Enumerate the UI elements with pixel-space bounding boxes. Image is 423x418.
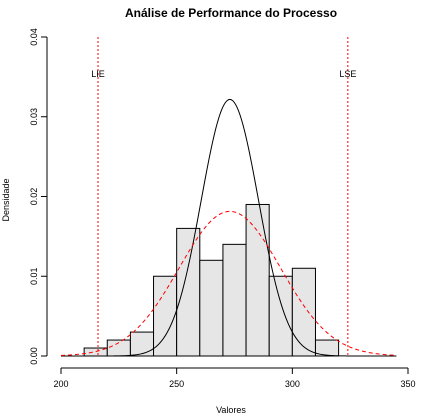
histogram-bars <box>83 203 340 357</box>
y-tick-label: 0.01 <box>29 267 39 285</box>
spec-limits: LIE LSE <box>91 37 356 356</box>
histogram-bar-10 <box>291 267 316 357</box>
y-tick-label: 0.03 <box>29 108 39 126</box>
x-tick-label: 200 <box>53 379 68 389</box>
histogram-bar-5 <box>176 227 201 357</box>
x-tick-label: 350 <box>400 379 415 389</box>
histogram-bar-4 <box>153 275 178 357</box>
histogram-bar-8 <box>245 203 270 357</box>
x-tick-label: 250 <box>169 379 184 389</box>
x-axis-label: Valores <box>216 405 246 415</box>
histogram-bar-3 <box>129 331 155 357</box>
histogram-bar-7 <box>222 243 247 357</box>
x-tick-label: 300 <box>285 379 300 389</box>
y-tick-label: 0.00 <box>29 347 39 365</box>
spec-limit-label-lse: LSE <box>339 69 356 79</box>
histogram-bar-6 <box>199 259 224 357</box>
y-tick-label: 0.02 <box>29 188 39 206</box>
spec-limit-label-lie: LIE <box>91 69 105 79</box>
axes: 200 250 300 350 0.00 0.01 0.02 0.03 0.04 <box>29 28 416 389</box>
histogram-bar-11 <box>314 339 340 357</box>
within-density-curve <box>61 98 397 357</box>
y-axis-label: Densidade <box>1 178 11 221</box>
overall-density-curve <box>60 210 397 356</box>
y-tick-label: 0.04 <box>29 28 39 46</box>
density-curves <box>60 98 397 357</box>
chart-title: Análise de Performance do Processo <box>125 6 337 20</box>
histogram-bar-9 <box>268 275 293 357</box>
